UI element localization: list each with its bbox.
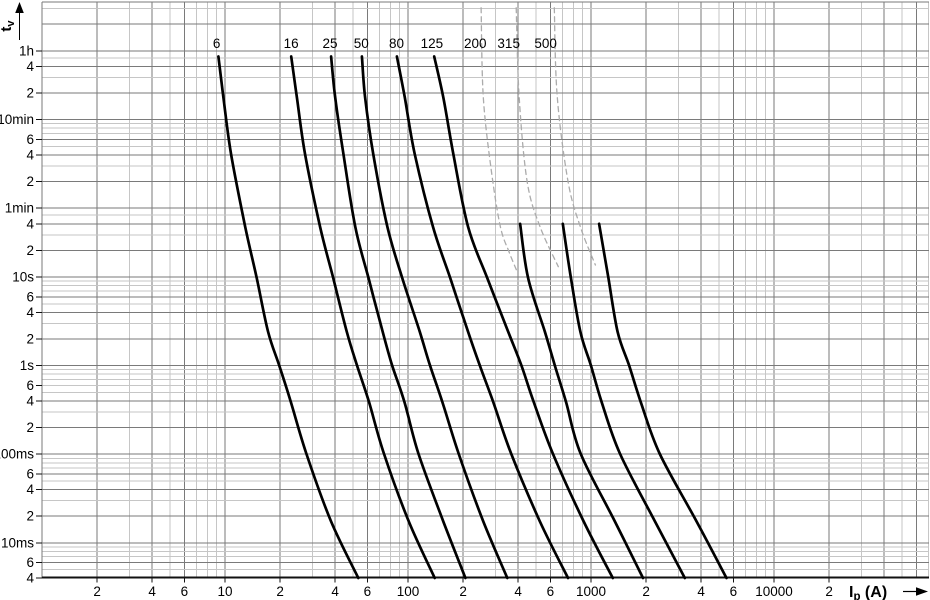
y-tick-label: 2: [26, 509, 34, 524]
fuse-curve-125: [432, 55, 615, 580]
tick-and-curve-labels: 2 4 6 10 2 4 6 100 2 4 6 1000 2 4 6 10000 21h4210min6421…: [0, 36, 833, 599]
x-tick-label: 2: [825, 584, 833, 599]
y-tick-label: 6: [26, 289, 34, 304]
fuse-curve-500: [597, 222, 728, 580]
y-tick-label: 4: [26, 59, 34, 74]
y-tick-label: 6: [26, 378, 34, 393]
x-tick-label: 4: [148, 584, 156, 599]
y-tick-label: 1s: [20, 358, 35, 373]
y-axis-title-subscript: v: [5, 20, 17, 27]
y-tick-label: 6: [26, 132, 34, 147]
x-tick-label: 4: [331, 584, 339, 599]
curve-rating-label-80: 80: [389, 36, 404, 51]
y-tick-label: 6: [26, 466, 34, 481]
x-tick-label: 100: [397, 584, 420, 599]
y-tick-label: 10s: [12, 270, 34, 285]
x-tick-label: 2: [459, 584, 467, 599]
y-axis-arrow-head: [15, 2, 24, 13]
y-tick-label: 4: [26, 571, 34, 586]
x-tick-label: 1000: [576, 584, 606, 599]
y-tick-label: 2: [26, 86, 34, 101]
curve-rating-label-6: 6: [213, 36, 221, 51]
dashed-curves: [480, 7, 597, 273]
x-tick-label: 2: [276, 584, 284, 599]
y-tick-label: 4: [26, 216, 34, 231]
x-tick-label: 6: [730, 584, 738, 599]
fuse-curve-25: [329, 55, 467, 580]
curve-rating-label-200: 200: [464, 36, 487, 51]
y-tick-label: 4: [26, 393, 34, 408]
y-tick-label: 1h: [19, 43, 34, 58]
prearcing-curve-315: [515, 7, 559, 268]
x-tick-label: 10: [217, 584, 232, 599]
y-tick-label: 10min: [0, 112, 34, 127]
y-tick-label: 2: [26, 332, 34, 347]
x-tick-label: 4: [514, 584, 522, 599]
y-tick-label: 4: [26, 482, 34, 497]
y-tick-label: 2: [26, 174, 34, 189]
y-tick-label: 1min: [5, 201, 34, 216]
x-axis-arrow-head: [916, 587, 928, 596]
fuse-curve-16: [289, 55, 437, 580]
curve-rating-label-50: 50: [354, 36, 369, 51]
prearcing-curve-200: [480, 7, 518, 273]
x-tick-label: 2: [642, 584, 650, 599]
x-axis-title-subscript: p: [853, 591, 860, 600]
y-tick-label: 2: [26, 420, 34, 435]
y-tick-label: 4: [26, 147, 34, 162]
fuse-curve-6: [217, 55, 360, 580]
x-tick-label: 2: [93, 584, 101, 599]
x-tick-label: 6: [547, 584, 555, 599]
x-tick-label: 6: [181, 584, 189, 599]
fuse-curve-50: [360, 55, 509, 580]
x-tick-label: 4: [697, 584, 705, 599]
y-axis-title: tv: [0, 20, 17, 32]
curve-rating-label-315: 315: [497, 36, 520, 51]
y-tick-label: 10ms: [1, 535, 34, 550]
curve-rating-label-500: 500: [534, 36, 557, 51]
axis-frame: [36, 1, 929, 583]
y-tick-label: 100ms: [0, 447, 34, 462]
solid-fuse-curves: [217, 55, 728, 580]
x-axis-title-unit: (A): [860, 584, 887, 600]
y-tick-label: 4: [26, 305, 34, 320]
curve-rating-label-25: 25: [323, 36, 338, 51]
y-tick-label: 6: [26, 555, 34, 570]
fuse-curve-200: [518, 222, 645, 580]
prearcing-curve-500: [553, 7, 597, 266]
x-tick-label: 6: [364, 584, 372, 599]
y-tick-label: 2: [26, 243, 34, 258]
curve-rating-label-125: 125: [421, 36, 444, 51]
fuse-curve-315: [561, 222, 687, 580]
fuse-curve-80: [395, 55, 570, 580]
x-tick-label: 10000: [755, 584, 793, 599]
curve-rating-label-16: 16: [284, 36, 299, 51]
